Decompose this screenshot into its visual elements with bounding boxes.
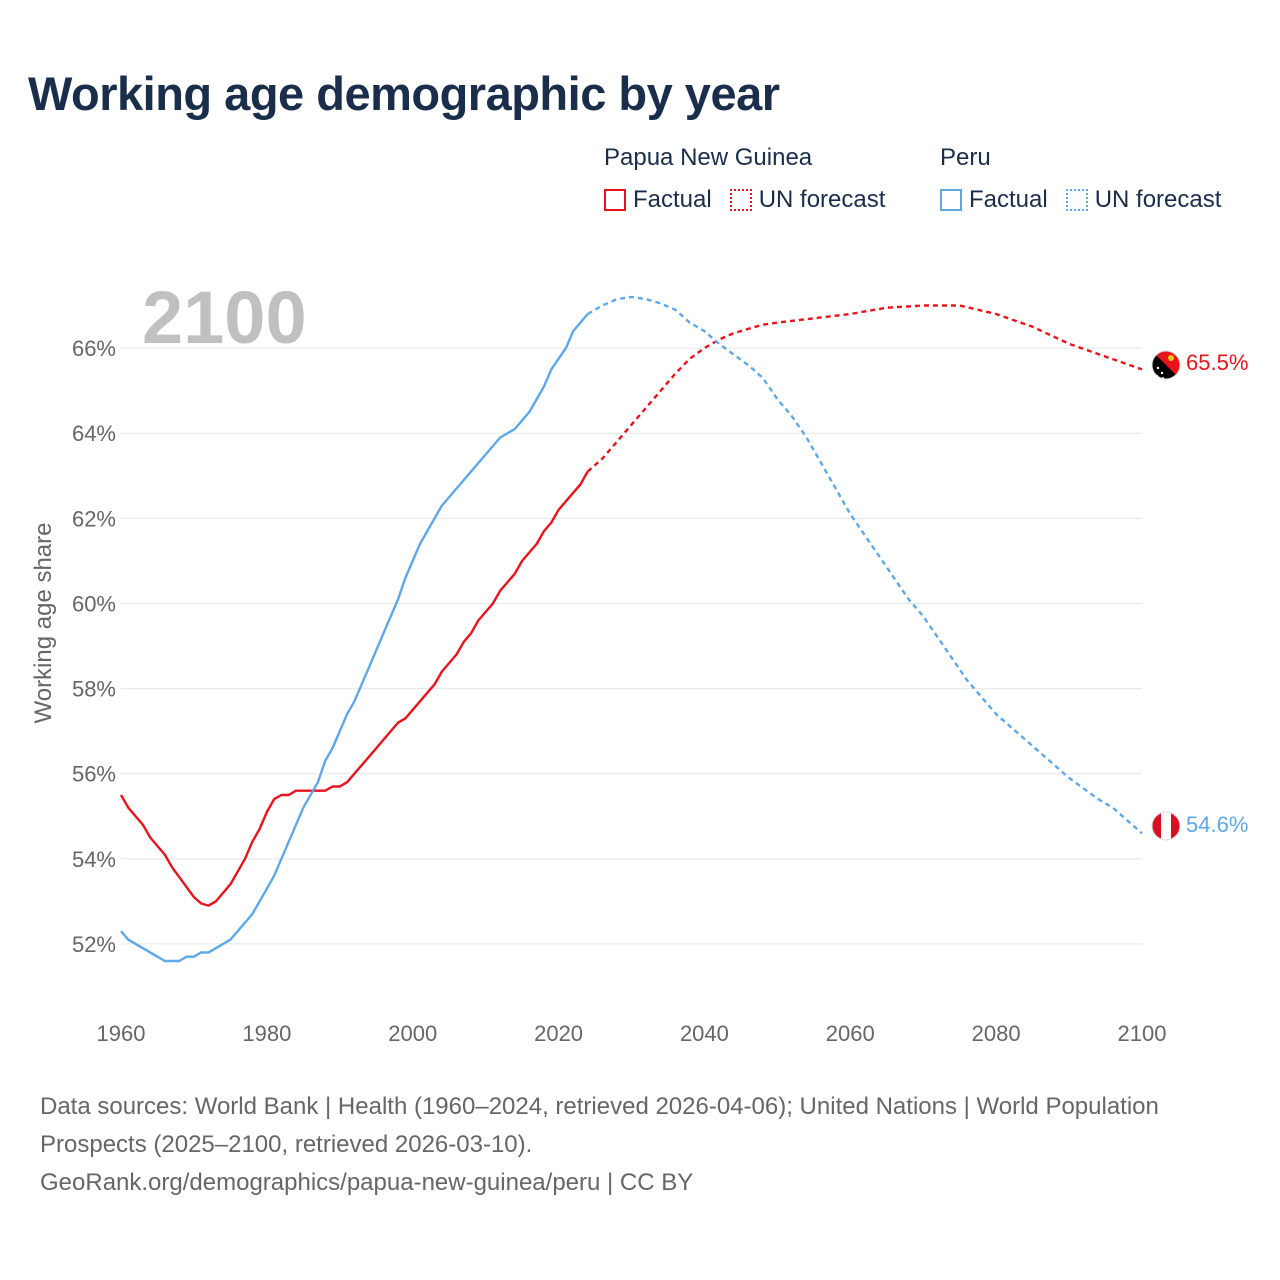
legend-label: Factual: [969, 186, 1048, 213]
legend-swatch-dotted: [729, 189, 752, 211]
legend-item-pe-factual[interactable]: Factual: [940, 186, 1048, 214]
current-year-watermark: 2100: [142, 276, 307, 359]
y-tick-label: 60%: [72, 591, 116, 616]
attribution-link[interactable]: GeoRank.org/demographics/papua-new-guine…: [40, 1169, 694, 1196]
data-sources-note: Data sources: World Bank | Health (1960–…: [40, 1093, 1159, 1158]
x-tick-label: 2100: [1118, 1021, 1167, 1046]
y-tick-label: 64%: [72, 421, 116, 446]
line-chart: 52% 54% 56% 58% 60% 62% 64% 66% 1960 1980 2000 202…: [30, 276, 1248, 1046]
x-tick-label: 2080: [972, 1021, 1021, 1046]
legend-group-peru: Peru Factual UN forecast: [940, 144, 1221, 214]
peru-flag: [1151, 811, 1181, 841]
series-line-pg-factual: [119, 470, 589, 907]
legend-label: Factual: [633, 186, 712, 213]
series-line-pe-factual: [120, 313, 589, 963]
legend-item-pe-forecast[interactable]: UN forecast: [1065, 186, 1222, 214]
legend-label: UN forecast: [758, 186, 886, 213]
legend-item-pg-forecast[interactable]: UN forecast: [729, 186, 886, 214]
series-line-pg-forecast: [586, 304, 1143, 473]
y-tick-label: 56%: [72, 762, 116, 787]
y-axis-title: Working age share: [30, 523, 57, 724]
legend-country-label: Papua New Guinea: [604, 144, 813, 171]
papua-new-guinea-flag: [1151, 350, 1181, 380]
legend-item-pg-factual[interactable]: Factual: [604, 186, 712, 214]
y-tick-label: 58%: [72, 677, 116, 702]
y-tick-label: 54%: [72, 847, 116, 872]
chart-title: Working age demographic by year: [28, 67, 780, 120]
y-tick-label: 62%: [72, 506, 116, 531]
x-tick-label: 1960: [97, 1021, 146, 1046]
x-tick-label: 2020: [534, 1021, 583, 1046]
legend-group-papua-new-guinea: Papua New Guinea Factual UN forecast: [604, 144, 885, 214]
legend-swatch-solid: [940, 189, 962, 211]
legend-swatch-dotted: [1065, 189, 1088, 211]
end-value-label-pe: 54.6%: [1186, 812, 1248, 837]
end-value-label-pg: 65.5%: [1186, 350, 1248, 375]
x-tick-label: 2040: [680, 1021, 729, 1046]
legend-country-label: Peru: [940, 144, 991, 171]
legend-swatch-solid: [604, 189, 626, 211]
legend-label: UN forecast: [1094, 186, 1222, 213]
x-tick-label: 1980: [242, 1021, 291, 1046]
series-line-pe-forecast: [587, 295, 1143, 835]
x-tick-label: 2000: [388, 1021, 437, 1046]
y-tick-label: 52%: [72, 932, 116, 957]
y-tick-label: 66%: [72, 336, 116, 361]
footer: Data sources: World Bank | Health (1960–…: [40, 1088, 1220, 1202]
x-tick-label: 2060: [826, 1021, 875, 1046]
